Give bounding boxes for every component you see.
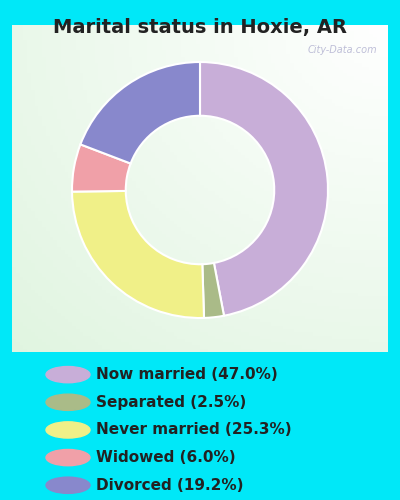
Text: Now married (47.0%): Now married (47.0%) (96, 367, 278, 382)
Wedge shape (80, 62, 200, 164)
Circle shape (46, 394, 90, 410)
Text: Widowed (6.0%): Widowed (6.0%) (96, 450, 236, 465)
Circle shape (46, 450, 90, 466)
Circle shape (46, 366, 90, 382)
Wedge shape (202, 263, 224, 318)
Wedge shape (72, 144, 131, 192)
Wedge shape (200, 62, 328, 316)
Text: Separated (2.5%): Separated (2.5%) (96, 395, 246, 410)
Circle shape (46, 422, 90, 438)
Text: Marital status in Hoxie, AR: Marital status in Hoxie, AR (53, 18, 347, 36)
Circle shape (46, 477, 90, 494)
Text: Never married (25.3%): Never married (25.3%) (96, 422, 292, 438)
Text: Divorced (19.2%): Divorced (19.2%) (96, 478, 244, 493)
Wedge shape (72, 191, 204, 318)
Text: City-Data.com: City-Data.com (307, 44, 377, 54)
